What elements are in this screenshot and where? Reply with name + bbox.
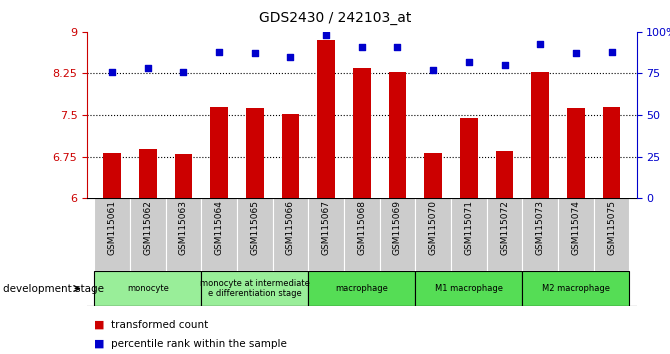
Text: GSM115070: GSM115070 <box>429 200 438 256</box>
Bar <box>415 198 451 271</box>
Text: M2 macrophage: M2 macrophage <box>542 284 610 293</box>
Text: GSM115072: GSM115072 <box>500 200 509 255</box>
Bar <box>103 153 121 198</box>
Bar <box>94 198 130 271</box>
Text: percentile rank within the sample: percentile rank within the sample <box>111 339 287 349</box>
Bar <box>174 154 192 198</box>
Point <box>249 51 260 56</box>
Bar <box>531 72 549 198</box>
Text: GDS2430 / 242103_at: GDS2430 / 242103_at <box>259 11 411 25</box>
Bar <box>558 198 594 271</box>
Point <box>178 69 189 75</box>
Point <box>392 44 403 50</box>
Text: GSM115068: GSM115068 <box>357 200 366 256</box>
Text: GSM115065: GSM115065 <box>251 200 259 256</box>
Bar <box>380 198 415 271</box>
Point <box>606 49 617 55</box>
Bar <box>451 198 486 271</box>
Bar <box>308 198 344 271</box>
Text: transformed count: transformed count <box>111 320 208 330</box>
Bar <box>281 114 299 198</box>
Point <box>214 49 224 55</box>
Point <box>356 44 367 50</box>
Bar <box>210 107 228 198</box>
Bar <box>415 271 523 306</box>
Bar <box>246 108 264 198</box>
Bar <box>201 198 237 271</box>
Bar <box>308 271 415 306</box>
Bar <box>237 198 273 271</box>
Bar <box>317 40 335 198</box>
Point <box>464 59 474 65</box>
Text: GSM115069: GSM115069 <box>393 200 402 256</box>
Text: monocyte: monocyte <box>127 284 169 293</box>
Text: GSM115064: GSM115064 <box>214 200 224 255</box>
Text: GSM115075: GSM115075 <box>607 200 616 256</box>
Point <box>427 67 438 73</box>
Text: development stage: development stage <box>3 284 105 293</box>
Text: ■: ■ <box>94 339 105 349</box>
Text: GSM115067: GSM115067 <box>322 200 330 256</box>
Bar <box>389 72 407 198</box>
Text: ■: ■ <box>94 320 105 330</box>
Bar <box>460 118 478 198</box>
Bar <box>424 153 442 198</box>
Point <box>535 41 545 46</box>
Text: monocyte at intermediate
e differentiation stage: monocyte at intermediate e differentiati… <box>200 279 310 298</box>
Text: M1 macrophage: M1 macrophage <box>435 284 502 293</box>
Point <box>499 62 510 68</box>
Point <box>285 54 296 59</box>
Point <box>570 51 581 56</box>
Text: GSM115061: GSM115061 <box>108 200 117 256</box>
Text: GSM115074: GSM115074 <box>572 200 580 255</box>
Bar <box>523 271 629 306</box>
Text: macrophage: macrophage <box>336 284 388 293</box>
Bar <box>486 198 523 271</box>
Bar <box>139 149 157 198</box>
Bar <box>165 198 201 271</box>
Bar <box>594 198 629 271</box>
Bar <box>602 107 620 198</box>
Bar <box>94 271 201 306</box>
Bar <box>273 198 308 271</box>
Point <box>143 65 153 71</box>
Bar <box>201 271 308 306</box>
Bar <box>523 198 558 271</box>
Point <box>107 69 117 75</box>
Text: GSM115073: GSM115073 <box>536 200 545 256</box>
Bar <box>344 198 380 271</box>
Text: GSM115066: GSM115066 <box>286 200 295 256</box>
Bar <box>567 108 585 198</box>
Text: GSM115063: GSM115063 <box>179 200 188 256</box>
Bar <box>496 151 513 198</box>
Point <box>321 32 332 38</box>
Bar <box>353 68 371 198</box>
Text: GSM115071: GSM115071 <box>464 200 473 256</box>
Text: GSM115062: GSM115062 <box>143 200 152 255</box>
Bar <box>130 198 165 271</box>
